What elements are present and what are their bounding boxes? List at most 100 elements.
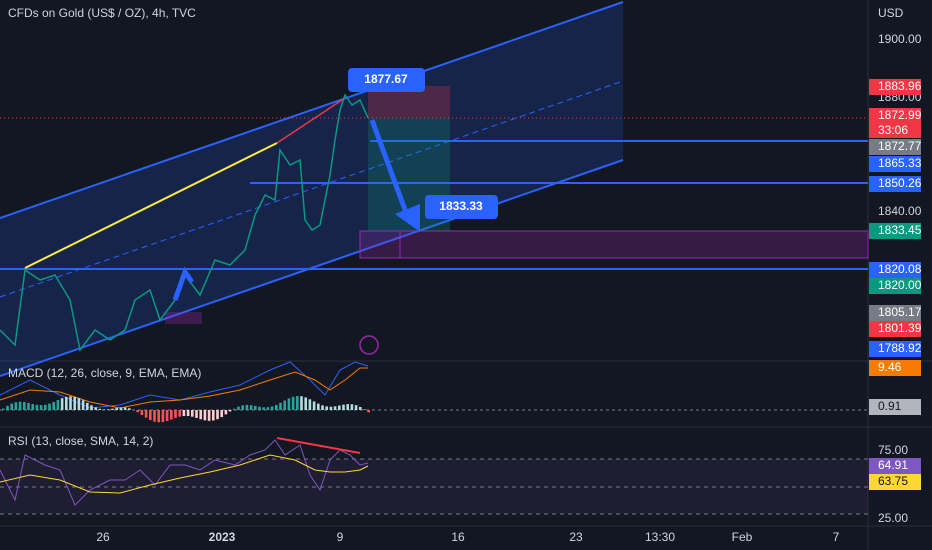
histogram-bar [258, 406, 261, 410]
histogram-bar [81, 400, 85, 410]
histogram-bar [212, 410, 215, 421]
price-tag [869, 278, 921, 294]
histogram-bar [342, 404, 345, 410]
histogram-bar [52, 401, 55, 410]
time-label: 13:30 [645, 530, 675, 544]
price-tag [869, 79, 921, 95]
price-tag [869, 321, 921, 337]
arrow [369, 119, 411, 219]
histogram-bar [266, 407, 270, 410]
price-tag [869, 139, 921, 155]
histogram-bar [119, 407, 123, 410]
callout-text: 1877.67 [364, 72, 408, 86]
histogram-bar [174, 410, 177, 418]
histogram-bar [363, 409, 366, 410]
histogram-bar [228, 410, 232, 412]
histogram-bar [144, 410, 148, 418]
histogram-bar [128, 408, 131, 410]
histogram-bar [115, 407, 118, 410]
callout-text: 1833.33 [439, 199, 483, 213]
histogram-bar [329, 406, 333, 410]
histogram-bar [14, 402, 18, 410]
histogram-bar [56, 400, 60, 410]
histogram-bar [283, 400, 286, 410]
time-label: 26 [96, 530, 110, 544]
price-tag-text: 1883.96 [878, 79, 922, 93]
price-tick: 1900.00 [878, 32, 922, 46]
histogram-bar [254, 405, 257, 410]
price-tag [869, 223, 921, 239]
histogram-bar [237, 406, 240, 410]
price-tag [869, 341, 921, 357]
event-icon[interactable] [359, 335, 379, 355]
histogram-bar [69, 396, 72, 410]
histogram-bar [18, 401, 22, 410]
time-label: 2023 [209, 530, 236, 544]
price-tag-text: 1865.33 [878, 156, 922, 170]
histogram-bar [31, 404, 34, 410]
histogram-bar [207, 410, 211, 421]
histogram-bar [224, 410, 228, 415]
histogram-bar [245, 404, 249, 410]
price-tag-text: 9.46 [878, 360, 902, 374]
histogram-bar [270, 406, 274, 410]
histogram-bar [354, 405, 358, 410]
histogram-bar [157, 410, 160, 423]
histogram-bar [6, 405, 9, 410]
histogram-bar [178, 410, 181, 417]
histogram-bar [48, 403, 51, 410]
histogram-bar [346, 404, 349, 410]
price-tag [869, 474, 921, 490]
price-tag-text: 1872.77 [878, 139, 922, 153]
price-series [0, 93, 369, 352]
currency: USD [878, 6, 904, 20]
histogram-bar [65, 396, 68, 410]
symbol-title: CFDs on Gold (US$ / OZ), 4h, TVC [8, 6, 196, 20]
histogram-bar [27, 402, 30, 410]
histogram-bar [107, 409, 110, 410]
countdown: 33:06 [878, 123, 908, 137]
price-tag-text: 1801.39 [878, 321, 922, 335]
histogram-bar [2, 408, 5, 410]
histogram-bar [86, 402, 89, 410]
channel-fill [0, 2, 623, 376]
arrow [172, 266, 195, 301]
callout [348, 68, 425, 92]
price-tag-text: 0.91 [878, 399, 902, 413]
price-tag [869, 108, 921, 138]
histogram-bar [367, 410, 370, 413]
histogram-bar [123, 407, 127, 410]
histogram-bar [94, 407, 97, 410]
price-tag-text: 1805.17 [878, 305, 922, 319]
histogram-bar [186, 410, 190, 417]
histogram-bar [44, 404, 47, 410]
time-label: 23 [569, 530, 583, 544]
histogram-bar [216, 410, 219, 420]
zone [359, 230, 869, 259]
histogram-bar [149, 410, 152, 421]
histogram-bar [195, 410, 198, 418]
histogram-bar [77, 398, 81, 410]
histogram-bar [249, 405, 253, 410]
histogram-bar [35, 404, 39, 410]
histogram-bar [203, 410, 207, 421]
zone [165, 312, 202, 324]
time-label: 16 [451, 530, 465, 544]
price-tag [869, 176, 921, 192]
histogram-bar [325, 406, 328, 410]
histogram-bar [39, 405, 43, 410]
histogram-bar [90, 405, 93, 410]
histogram-bar [321, 405, 324, 410]
rsi-tick: 25.00 [878, 511, 908, 525]
macd-label: MACD (12, 26, close, 9, EMA, EMA) [8, 366, 201, 380]
histogram-bar [312, 401, 316, 410]
rsi-ma [0, 454, 369, 494]
time-label: 9 [337, 530, 344, 544]
price-tag-text: 1820.08 [878, 262, 922, 276]
histogram-bar [220, 410, 223, 418]
price-tag-text: 1872.99 [878, 108, 922, 122]
price-tag [869, 156, 921, 172]
macd-histogram [2, 396, 370, 423]
